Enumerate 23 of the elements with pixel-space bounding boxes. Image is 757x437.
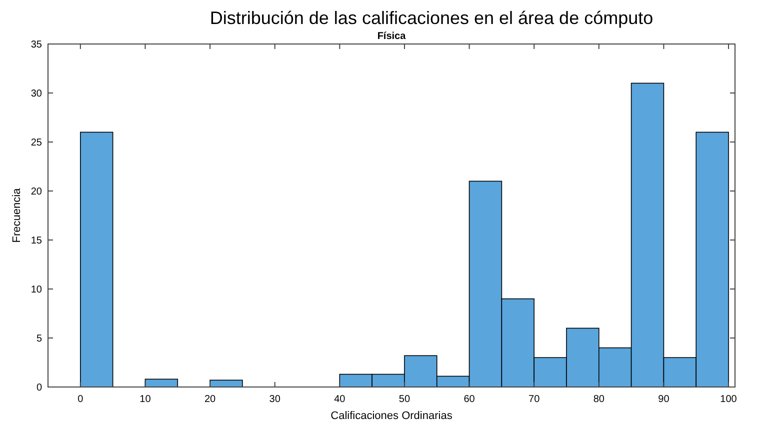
y-tick-label: 35 [30,40,42,50]
x-tick-label: 40 [334,394,346,405]
x-tick-label: 100 [720,394,738,405]
y-tick-label: 30 [30,88,42,100]
x-tick-label: 30 [269,394,281,405]
x-tick-label: 10 [140,394,152,405]
chart-subtitle: Física [377,31,406,42]
y-tick-label: 15 [30,236,42,246]
y-tick-label: 5 [36,334,42,344]
y-tick-label: 25 [30,138,42,148]
x-axis-title: Calificaciones Ordinarias [330,410,453,422]
x-tick-label: 60 [464,394,476,405]
y-tick-label: 10 [30,284,42,296]
x-tick-label: 50 [398,394,410,405]
y-axis-title: Frecuencia [11,187,23,243]
x-tick-label: 20 [204,394,216,405]
x-tick-label: 90 [658,394,670,405]
x-tick-label: 70 [528,394,540,405]
y-tick-label: 0 [36,382,42,394]
x-tick-label: 80 [593,394,605,405]
x-tick-label: 0 [78,394,84,405]
chart-title: Distribución de las calificaciones en el área de cómputo [210,8,654,28]
y-tick-label: 20 [30,186,42,198]
